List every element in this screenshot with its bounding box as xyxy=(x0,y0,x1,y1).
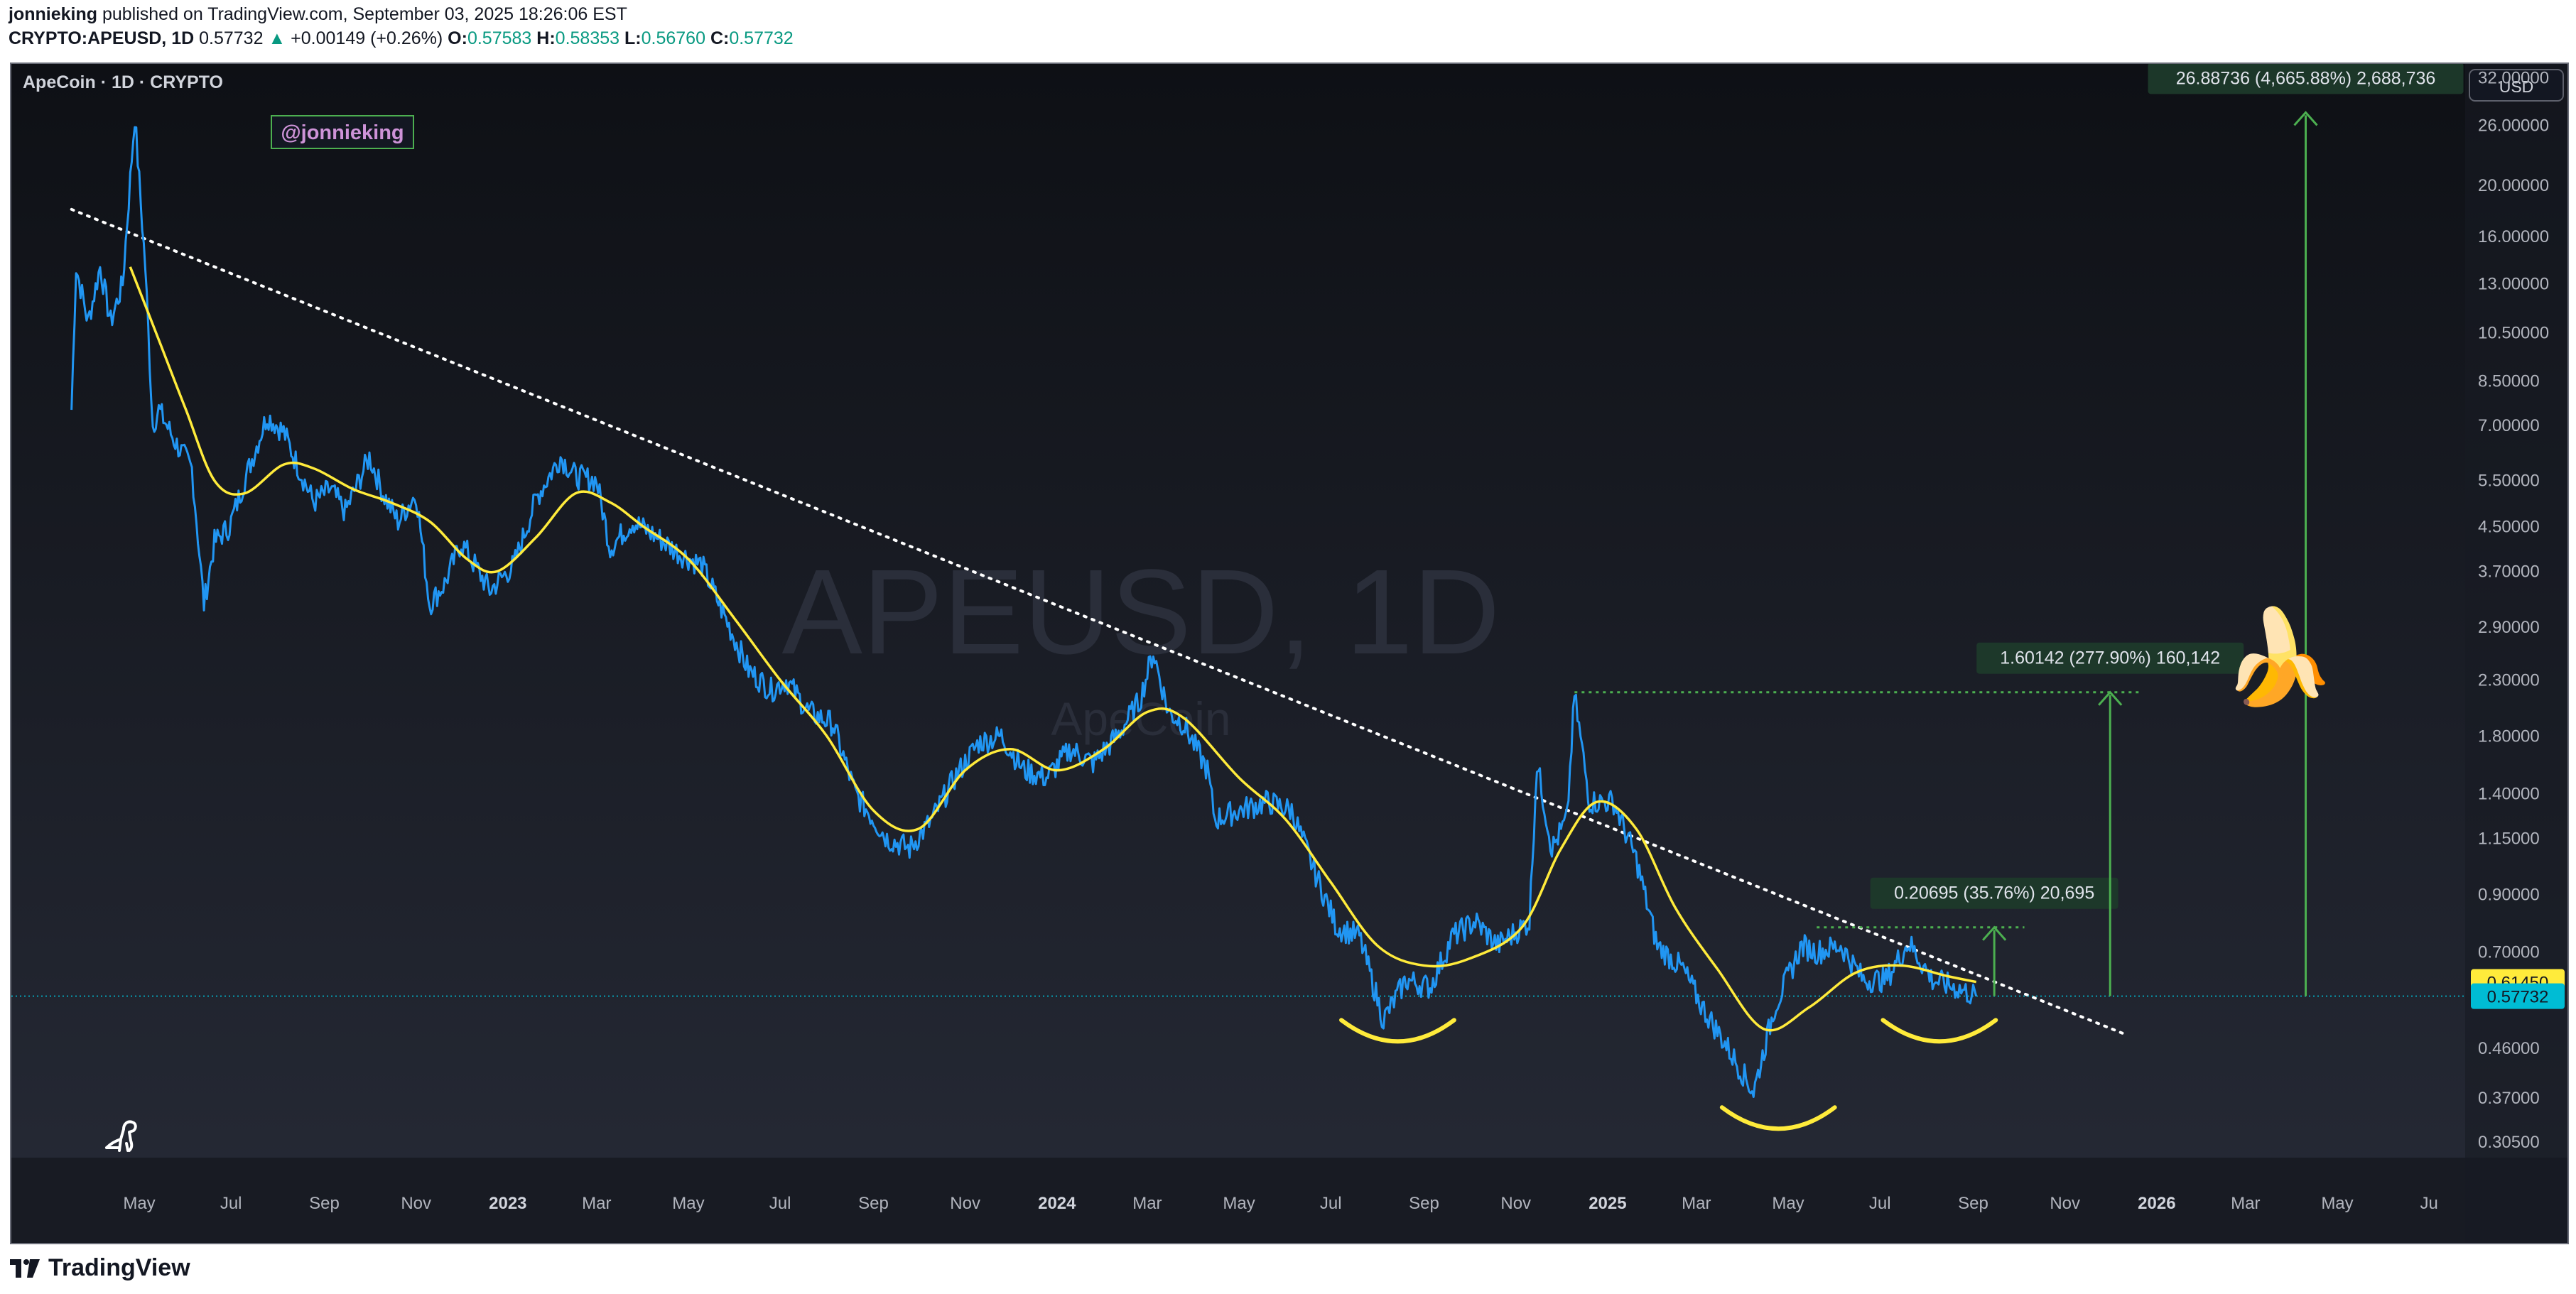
y-tick-label: 16.00000 xyxy=(2478,227,2549,246)
measure-label-box xyxy=(2148,64,2464,94)
price-axis-background[interactable] xyxy=(2465,64,2567,1243)
y-tick-label: 0.46000 xyxy=(2478,1039,2540,1058)
watermark-symbol: APEUSD, 1D xyxy=(782,545,1500,680)
y-tick-label: 0.70000 xyxy=(2478,943,2540,962)
measure-arrow-head xyxy=(2293,111,2318,126)
measure-arrow-head xyxy=(2098,690,2123,706)
ohlc-line: CRYPTO:APEUSD, 1D 0.57732 ▲ +0.00149 (+0… xyxy=(9,28,794,49)
y-tick-label: 5.50000 xyxy=(2478,472,2540,491)
legend-title[interactable]: ApeCoin · 1D · CRYPTO xyxy=(23,72,223,92)
x-tick-label: Nov xyxy=(1500,1194,1531,1213)
y-tick-label: 1.15000 xyxy=(2478,830,2540,849)
price-tag-box xyxy=(2471,983,2565,1009)
x-tick-label: May xyxy=(2321,1194,2353,1213)
published-text: published on TradingView.com, September … xyxy=(102,4,627,24)
moving-average-line xyxy=(129,266,1977,1032)
close-label: C: xyxy=(710,28,730,48)
y-tick-label: 7.00000 xyxy=(2478,416,2540,435)
y-tick-label: 10.50000 xyxy=(2478,323,2549,342)
footer: TradingView xyxy=(0,1244,2576,1294)
measure-label-text: 1.60142 (277.90%) 160,142 xyxy=(2000,648,2220,668)
change-value: +0.00149 (+0.26%) xyxy=(291,28,443,48)
x-tick-label: Mar xyxy=(1132,1194,1162,1213)
x-tick-label: 2025 xyxy=(1589,1194,1626,1213)
time-axis-background[interactable] xyxy=(11,1158,2567,1243)
x-tick-label: Sep xyxy=(1409,1194,1439,1213)
chart-header: jonnieking published on TradingView.com,… xyxy=(0,0,2576,61)
y-tick-label: 20.00000 xyxy=(2478,176,2549,195)
x-tick-label: Jul xyxy=(769,1194,791,1213)
publication-line: jonnieking published on TradingView.com,… xyxy=(9,4,627,25)
banana-emoji: 🍌 xyxy=(2221,603,2336,711)
y-tick-label: 2.30000 xyxy=(2478,670,2540,690)
chart-canvas[interactable]: APEUSD, 1D ApeCoin 0.20695 (35.76%) 20,6… xyxy=(11,64,2567,1243)
tradingview-logo-icon xyxy=(10,1258,40,1278)
x-tick-label: May xyxy=(1223,1194,1255,1213)
plot-marks: 0.20695 (35.76%) 20,695 1.60142 (277.90%)… xyxy=(11,64,2465,1131)
symbol-label: CRYPTO:APEUSD, 1D xyxy=(9,28,195,48)
author-tag-text: @jonnieking xyxy=(281,121,404,144)
x-tick-label: Jul xyxy=(1869,1194,1891,1213)
measure-label-box xyxy=(1870,877,2118,909)
x-tick-label: Jul xyxy=(1320,1194,1342,1213)
tradingview-logo[interactable]: TradingView xyxy=(9,1254,190,1282)
last-price: 0.57732 xyxy=(199,28,264,48)
currency-label[interactable]: USD xyxy=(2499,77,2534,96)
measure-label-text: 26.88736 (4,665.88%) 2,688,736 xyxy=(2176,68,2436,88)
author-tag-box xyxy=(271,115,414,149)
low-value: 0.56760 xyxy=(641,28,705,48)
price-series xyxy=(70,126,1978,1098)
x-tick-label: Mar xyxy=(2231,1194,2260,1213)
change-arrow-icon: ▲ xyxy=(268,28,286,48)
y-tick-label: 26.00000 xyxy=(2478,116,2549,135)
y-tick-label: 0.90000 xyxy=(2478,886,2540,905)
price-tag-text: 0.57732 xyxy=(2487,988,2549,1007)
x-tick-label: Nov xyxy=(2050,1194,2080,1213)
y-tick-label: 8.50000 xyxy=(2478,371,2540,391)
open-label: O: xyxy=(448,28,467,48)
y-tick-label: 13.00000 xyxy=(2478,275,2549,294)
measure-label-box xyxy=(1976,642,2244,674)
x-tick-label: 2023 xyxy=(489,1194,526,1213)
x-tick-label: Sep xyxy=(309,1194,340,1213)
x-tick-label: Ju xyxy=(2420,1194,2437,1213)
high-label: H: xyxy=(536,28,556,48)
y-tick-label: 1.80000 xyxy=(2478,727,2540,746)
y-tick-label: 2.90000 xyxy=(2478,618,2540,637)
currency-button[interactable] xyxy=(2469,69,2564,102)
y-tick-label: 4.50000 xyxy=(2478,517,2540,536)
high-value: 0.58353 xyxy=(555,28,620,48)
measure-label-text: 0.20695 (35.76%) 20,695 xyxy=(1894,883,2094,903)
y-tick-label: 0.30500 xyxy=(2478,1133,2540,1152)
descending-trendline xyxy=(70,207,2126,1035)
x-tick-label: Nov xyxy=(950,1194,980,1213)
open-value: 0.57583 xyxy=(467,28,532,48)
author-name[interactable]: jonnieking xyxy=(9,4,97,24)
y-tick-label: 3.70000 xyxy=(2478,562,2540,581)
x-tick-label: May xyxy=(123,1194,155,1213)
x-tick-label: Jul xyxy=(220,1194,242,1213)
pattern-curve xyxy=(1339,1018,1456,1044)
low-label: L: xyxy=(624,28,642,48)
x-tick-label: Mar xyxy=(582,1194,611,1213)
tradingview-logo-text: TradingView xyxy=(48,1254,190,1281)
x-tick-label: Mar xyxy=(1682,1194,1711,1213)
x-tick-label: May xyxy=(1772,1194,1804,1213)
y-tick-label: 0.37000 xyxy=(2478,1089,2540,1108)
x-tick-label: May xyxy=(672,1194,704,1213)
pattern-curve xyxy=(1880,1018,1998,1044)
x-tick-label: Sep xyxy=(1958,1194,1988,1213)
x-tick-label: 2024 xyxy=(1038,1194,1076,1213)
close-value: 0.57732 xyxy=(729,28,794,48)
pattern-curve xyxy=(1719,1105,1837,1131)
chart-pane[interactable]: APEUSD, 1D ApeCoin 0.20695 (35.76%) 20,6… xyxy=(10,62,2569,1244)
y-tick-label: 1.40000 xyxy=(2478,784,2540,803)
x-tick-label: 2026 xyxy=(2138,1194,2175,1213)
x-tick-label: Nov xyxy=(401,1194,431,1213)
y-tick-label: 32.00000 xyxy=(2478,69,2549,88)
dinosaur-icon[interactable] xyxy=(105,1120,137,1152)
measure-arrow-head xyxy=(1982,925,2007,941)
x-tick-label: Sep xyxy=(858,1194,889,1213)
